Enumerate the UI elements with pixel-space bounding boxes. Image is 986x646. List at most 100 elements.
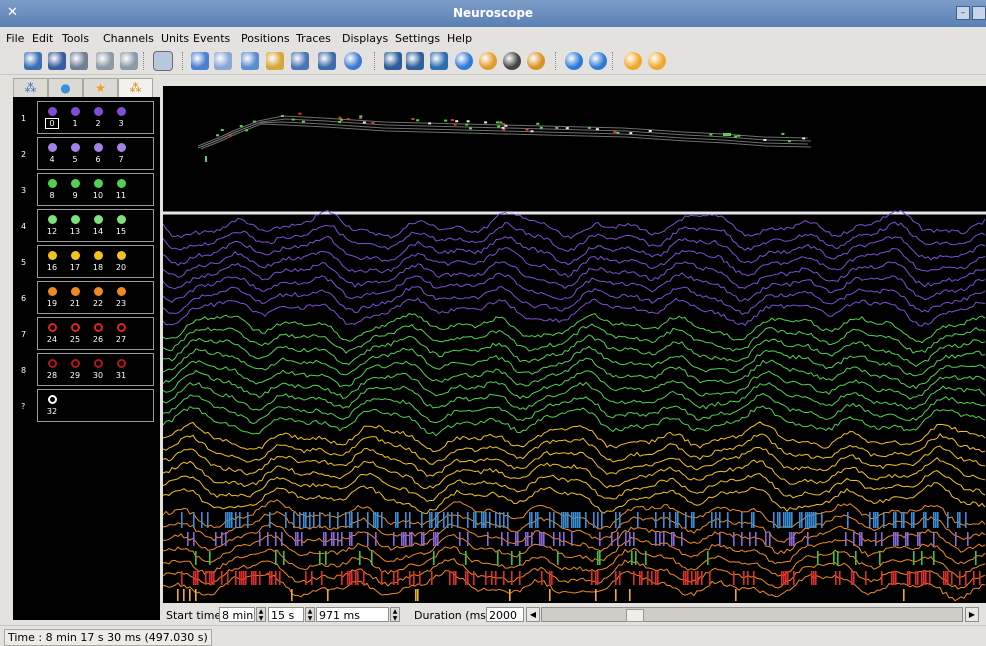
maximize-icon[interactable] <box>972 6 986 20</box>
channel-label[interactable]: 23 <box>115 299 127 308</box>
channel-color-icon[interactable] <box>94 287 103 296</box>
channel-color-icon[interactable] <box>71 179 80 188</box>
minimize-icon[interactable]: – <box>956 6 970 20</box>
channel-color-icon[interactable] <box>94 323 103 332</box>
channel-color-icon[interactable] <box>94 179 103 188</box>
channel-label[interactable]: 16 <box>46 263 58 272</box>
start-min-field[interactable]: 8 min <box>219 607 255 622</box>
menu-displays[interactable]: Displays <box>342 32 389 45</box>
channel-group[interactable]: 4 5 6 7 <box>37 137 154 170</box>
channel-color-icon[interactable] <box>117 287 126 296</box>
channel-label[interactable]: 26 <box>92 335 104 344</box>
menu-events[interactable]: Events <box>193 32 231 45</box>
channel-label[interactable]: 1 <box>72 119 78 128</box>
channel-label[interactable]: 9 <box>72 191 78 200</box>
select-channel-icon[interactable] <box>153 51 173 71</box>
open-icon[interactable] <box>24 52 42 70</box>
palette-tab-channel-circle-icon[interactable]: ● <box>48 78 83 98</box>
start-sec-field[interactable]: 15 s <box>268 607 304 622</box>
channel-label[interactable]: 7 <box>118 155 124 164</box>
channel-label[interactable]: 25 <box>69 335 81 344</box>
channel-label[interactable]: 30 <box>92 371 104 380</box>
channel-label[interactable]: 10 <box>92 191 104 200</box>
channel-label[interactable]: 12 <box>46 227 58 236</box>
channel-color-icon[interactable] <box>117 323 126 332</box>
channel-color-icon[interactable] <box>117 179 126 188</box>
channel-color-icon[interactable] <box>48 251 57 260</box>
zoom-icon[interactable] <box>191 52 209 70</box>
eye-orange-icon[interactable] <box>527 52 545 70</box>
channel-color-icon[interactable] <box>94 215 103 224</box>
scrollbar-thumb[interactable] <box>626 609 644 622</box>
channel-color-icon[interactable] <box>94 251 103 260</box>
previous-event-icon[interactable] <box>624 52 642 70</box>
cluster-display-icon[interactable] <box>384 52 402 70</box>
scroll-left-button[interactable]: ◀ <box>526 607 540 622</box>
channel-label[interactable]: 8 <box>49 191 55 200</box>
blue-circle-icon[interactable] <box>455 52 473 70</box>
channel-label[interactable]: 6 <box>95 155 101 164</box>
next-event-icon[interactable] <box>648 52 666 70</box>
channel-label[interactable]: 3 <box>118 119 124 128</box>
channel-label[interactable]: 14 <box>92 227 104 236</box>
previous-icon[interactable] <box>565 52 583 70</box>
scroll-right-button[interactable]: ▶ <box>965 607 979 622</box>
channel-label[interactable]: 5 <box>72 155 78 164</box>
channel-label[interactable]: 32 <box>46 407 58 416</box>
measure-icon[interactable] <box>241 52 259 70</box>
channel-label[interactable]: 21 <box>69 299 81 308</box>
channel-color-icon[interactable] <box>71 359 80 368</box>
menu-traces[interactable]: Traces <box>296 32 331 45</box>
channel-color-icon[interactable] <box>48 359 57 368</box>
channel-label[interactable]: 19 <box>46 299 58 308</box>
eye-icon[interactable] <box>503 52 521 70</box>
channel-label[interactable]: 29 <box>69 371 81 380</box>
menu-settings[interactable]: Settings <box>395 32 441 45</box>
channel-color-icon[interactable] <box>48 287 57 296</box>
trace-view[interactable] <box>163 86 986 603</box>
channel-label[interactable]: 11 <box>115 191 127 200</box>
channel-label[interactable]: 17 <box>69 263 81 272</box>
channel-color-icon[interactable] <box>71 323 80 332</box>
channel-label[interactable]: 24 <box>46 335 58 344</box>
channel-label[interactable]: 13 <box>69 227 81 236</box>
channel-group[interactable]: 0 1 2 3 <box>37 101 154 134</box>
palette-tab-channel-tree-icon[interactable]: ⁂ <box>13 78 48 98</box>
menu-tools[interactable]: Tools <box>62 32 90 45</box>
channel-group[interactable]: 28 29 30 31 <box>37 353 154 386</box>
clock-icon[interactable] <box>344 52 362 70</box>
menu-positions[interactable]: Positions <box>241 32 290 45</box>
undo-icon[interactable] <box>96 52 114 70</box>
channel-label[interactable]: 18 <box>92 263 104 272</box>
channel-color-icon[interactable] <box>117 251 126 260</box>
start-min-spinner[interactable]: ▲ ▼ <box>256 607 266 622</box>
channel-label[interactable]: 20 <box>115 263 127 272</box>
channel-color-icon[interactable] <box>48 179 57 188</box>
channel-color-icon[interactable] <box>71 287 80 296</box>
channel-group[interactable]: 19 21 22 23 <box>37 281 154 314</box>
close-icon[interactable]: ✕ <box>7 5 18 20</box>
menu-channels[interactable]: Channels <box>103 32 154 45</box>
channel-group[interactable]: 12 13 14 15 <box>37 209 154 242</box>
channel-color-icon[interactable] <box>48 395 57 404</box>
channel-label[interactable]: 28 <box>46 371 58 380</box>
channel-label[interactable]: 22 <box>92 299 104 308</box>
print-icon[interactable] <box>70 52 88 70</box>
channel-color-icon[interactable] <box>71 215 80 224</box>
channel-color-icon[interactable] <box>48 107 57 116</box>
channel-label[interactable]: 2 <box>95 119 101 128</box>
menu-units[interactable]: Units <box>161 32 190 45</box>
channel-group[interactable]: 24 25 26 27 <box>37 317 154 350</box>
start-ms-spinner[interactable]: ▲ ▼ <box>390 607 400 622</box>
start-ms-field[interactable]: 971 ms <box>316 607 389 622</box>
channel-label[interactable]: 4 <box>49 155 55 164</box>
menu-help[interactable]: Help <box>447 32 473 45</box>
channel-color-icon[interactable] <box>94 107 103 116</box>
channel-label[interactable]: 0 <box>45 118 59 129</box>
calibration-icon[interactable] <box>318 52 336 70</box>
time-scrollbar[interactable] <box>541 607 963 622</box>
channel-display-icon[interactable] <box>406 52 424 70</box>
channel-color-icon[interactable] <box>94 143 103 152</box>
pointer-icon[interactable] <box>214 52 232 70</box>
orange-circle-icon[interactable] <box>479 52 497 70</box>
